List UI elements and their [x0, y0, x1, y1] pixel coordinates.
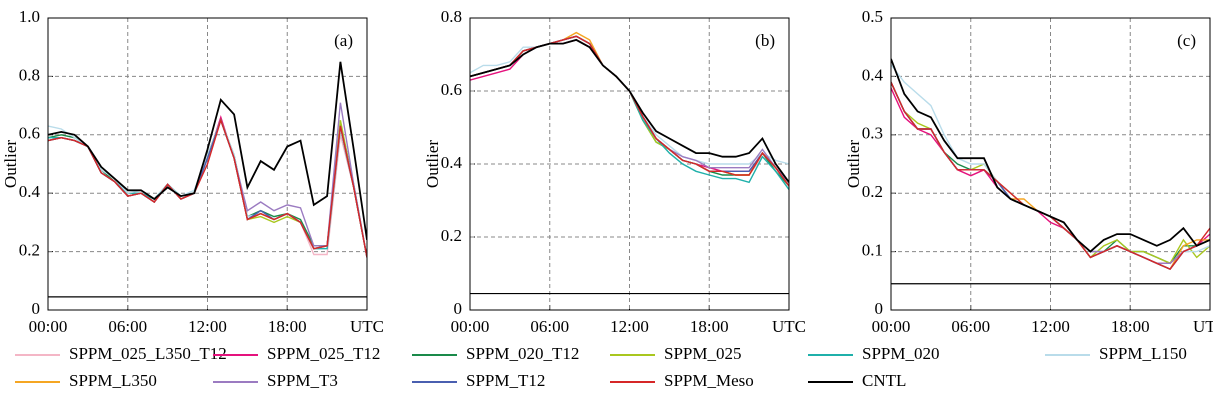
legend-label: SPPM_T3: [267, 371, 338, 390]
legend-label: SPPM_025: [664, 344, 741, 363]
x-tick-label: 06:00: [951, 317, 990, 336]
panel-label: (b): [755, 31, 775, 50]
panel-label: (c): [1177, 31, 1196, 50]
y-tick-label: 0.2: [441, 226, 462, 245]
y-tick-label: 0: [32, 299, 41, 318]
x-tick-label: 12:00: [188, 317, 227, 336]
x-tick-label: 00:00: [29, 317, 68, 336]
legend-label: SPPM_025_L350_T12: [69, 344, 227, 363]
x-tick-label: 18:00: [1111, 317, 1150, 336]
legend-label: SPPM_L350: [69, 371, 157, 390]
y-tick-label: 0.8: [441, 7, 462, 26]
panel-label: (a): [334, 31, 353, 50]
y-tick-label: 0.4: [441, 153, 463, 172]
x-tick-label: 18:00: [690, 317, 729, 336]
y-tick-label: 0.6: [19, 124, 40, 143]
series-line: [470, 38, 789, 183]
y-axis-label: Outlier: [423, 140, 442, 188]
y-tick-label: 0.1: [862, 241, 883, 260]
series-line: [48, 61, 367, 241]
y-tick-label: 0.5: [862, 7, 883, 26]
legend-label: CNTL: [862, 371, 906, 390]
y-tick-label: 0.8: [19, 65, 40, 84]
y-tick-label: 0: [454, 299, 463, 318]
y-tick-label: 0.4: [19, 182, 41, 201]
y-axis-label: Outlier: [1, 140, 20, 188]
legend-label: SPPM_020_T12: [466, 344, 579, 363]
y-tick-label: 0.6: [441, 80, 462, 99]
x-tick-label: 00:00: [451, 317, 490, 336]
x-tick-label: 18:00: [268, 317, 307, 336]
y-tick-label: 0.3: [862, 124, 883, 143]
y-tick-label: 0.2: [862, 182, 883, 201]
x-tick-label: UTC: [350, 317, 384, 336]
series-line: [891, 58, 1210, 253]
plot-frame: [47, 17, 368, 311]
y-tick-label: 0.2: [19, 241, 40, 260]
x-tick-label: 00:00: [872, 317, 911, 336]
y-tick-label: 1.0: [19, 7, 40, 26]
legend-label: SPPM_L150: [1099, 344, 1187, 363]
legend-label: SPPM_T12: [466, 371, 545, 390]
legend-label: SPPM_025_T12: [267, 344, 380, 363]
x-tick-label: UTC: [772, 317, 806, 336]
x-tick-label: 12:00: [1031, 317, 1070, 336]
x-tick-label: 06:00: [108, 317, 147, 336]
x-tick-label: 12:00: [610, 317, 649, 336]
y-tick-label: 0: [875, 299, 884, 318]
plot-frame: [469, 17, 790, 311]
plot-frame: [890, 17, 1211, 311]
y-tick-label: 0.4: [862, 65, 884, 84]
y-axis-label: Outlier: [844, 140, 863, 188]
legend-label: SPPM_020: [862, 344, 939, 363]
x-tick-label: 06:00: [530, 317, 569, 336]
x-tick-label: UTC: [1193, 317, 1213, 336]
legend-label: SPPM_Meso: [664, 371, 754, 390]
series-line: [48, 117, 367, 258]
